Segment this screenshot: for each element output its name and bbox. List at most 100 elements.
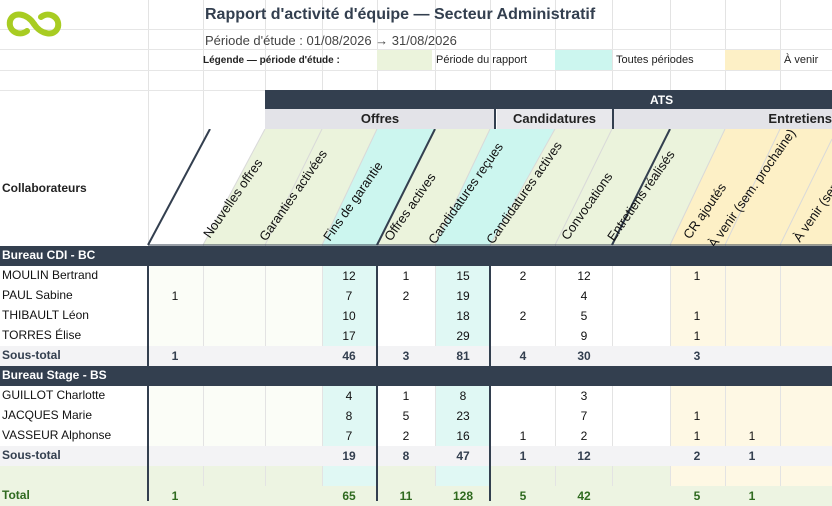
table-cell: 1	[748, 489, 756, 503]
table-cell: 10	[342, 309, 356, 323]
table-cell: 4	[345, 389, 353, 403]
table-cell: 2	[402, 429, 410, 443]
table-cell: 12	[577, 269, 591, 283]
table-cell: 1	[402, 389, 410, 403]
table-cell: 8	[345, 409, 353, 423]
table-row: TORRES Élise 17 29 9 1	[0, 326, 832, 346]
table-cell: 1	[693, 329, 701, 343]
column-separator	[147, 246, 149, 501]
table-cell: 1	[748, 429, 756, 443]
page-title: Rapport d'activité d'équipe — Secteur Ad…	[205, 6, 596, 23]
table-cell: 81	[456, 349, 470, 363]
table-cell: 2	[519, 269, 527, 283]
section-header: Bureau Stage - BS	[0, 366, 832, 386]
subtotal-row: Sous-total 19 8 47 1 12 2 1	[0, 446, 832, 466]
table-cell: 46	[342, 349, 356, 363]
group-header-offres: Offres	[265, 109, 495, 129]
logo-icon	[6, 11, 62, 37]
section-label: Bureau CDI - BC	[2, 248, 96, 262]
table-cell: 1	[519, 449, 527, 463]
table-cell: 17	[342, 329, 356, 343]
table-cell: 4	[519, 349, 527, 363]
table-cell: 12	[577, 449, 591, 463]
legend-text-toutes: Toutes périodes	[616, 54, 694, 66]
table-row: PAUL Sabine 1 7 2 19 4	[0, 286, 832, 306]
row-label: THIBAULT Léon	[2, 308, 89, 322]
table-cell: 7	[580, 409, 588, 423]
table-cell: 9	[580, 329, 588, 343]
table-cell: 19	[342, 449, 356, 463]
table-cell: 2	[519, 309, 527, 323]
table-cell: 23	[456, 409, 470, 423]
section-label: Bureau Stage - BS	[2, 368, 107, 382]
table-cell: 1	[748, 449, 756, 463]
table-cell: 1	[693, 309, 701, 323]
row-label: Total	[2, 488, 30, 502]
table-cell: 15	[456, 269, 470, 283]
table-cell: 1	[402, 269, 410, 283]
table-cell: 1	[171, 489, 179, 503]
table-row: JACQUES Marie 8 5 23 7 1	[0, 406, 832, 426]
table-cell: 1	[171, 289, 179, 303]
table-row: MOULIN Bertrand 12 1 15 2 12 1	[0, 266, 832, 286]
legend-swatch-yellow	[725, 50, 780, 70]
legend-swatch-teal	[555, 50, 612, 70]
row-header-collaborateurs: Collaborateurs	[2, 181, 87, 195]
table-cell: 11	[399, 489, 413, 503]
table-cell: 5	[519, 489, 527, 503]
table-cell: 1	[693, 269, 701, 283]
total-row: Total 1 65 11 128 5 42 5 1	[0, 486, 832, 506]
column-separator	[376, 246, 378, 501]
table-cell: 5	[693, 489, 701, 503]
row-label: PAUL Sabine	[2, 288, 73, 302]
table-cell: 1	[693, 409, 701, 423]
table-cell: 7	[345, 429, 353, 443]
legend-text-avenir: À venir	[784, 54, 819, 66]
row-label: JACQUES Marie	[2, 408, 93, 422]
table-cell: 3	[402, 349, 410, 363]
table-cell: 8	[459, 389, 467, 403]
table-cell: 3	[580, 389, 588, 403]
table-cell: 2	[402, 289, 410, 303]
diagonal-header-bg	[147, 129, 832, 246]
table-cell: 29	[456, 329, 470, 343]
row-label: MOULIN Bertrand	[2, 268, 99, 282]
group-header-entretiens: Entretiens	[614, 109, 832, 129]
table-row: GUILLOT Charlotte 4 1 8 3	[0, 386, 832, 406]
table-row: VASSEUR Alphonse 7 2 16 1 2 1 1	[0, 426, 832, 446]
legend-label: Légende — période d'étude :	[203, 55, 340, 66]
table-cell: 1	[693, 429, 701, 443]
table-cell: 30	[577, 349, 591, 363]
section-header: Bureau CDI - BC	[0, 246, 832, 266]
table-cell: 19	[456, 289, 470, 303]
table-cell: 5	[580, 309, 588, 323]
table-cell: 47	[456, 449, 470, 463]
table-cell: 3	[693, 349, 701, 363]
table-row: THIBAULT Léon 10 18 2 5 1	[0, 306, 832, 326]
row-label: Sous-total	[2, 448, 61, 462]
row-label: VASSEUR Alphonse	[2, 428, 112, 442]
table-cell: 2	[693, 449, 701, 463]
table-cell: 8	[402, 449, 410, 463]
table-cell: 7	[345, 289, 353, 303]
table-cell: 1	[519, 429, 527, 443]
legend-swatch-green	[377, 50, 432, 70]
legend-text-periode: Période du rapport	[436, 54, 528, 66]
table-cell: 42	[577, 489, 591, 503]
table-cell: 1	[171, 349, 179, 363]
table-cell: 2	[580, 429, 588, 443]
table-cell: 4	[580, 289, 588, 303]
row-label: Sous-total	[2, 348, 61, 362]
table-cell: 128	[452, 489, 474, 503]
table-cell: 65	[342, 489, 356, 503]
table-cell: 18	[456, 309, 470, 323]
row-label: TORRES Élise	[2, 328, 82, 342]
period-text: Période d'étude : 01/08/2026 → 31/08/202…	[205, 33, 457, 48]
group-header-candidatures: Candidatures	[497, 109, 612, 129]
row-label: GUILLOT Charlotte	[2, 388, 106, 402]
subtotal-row: Sous-total 1 46 3 81 4 30 3	[0, 346, 832, 366]
table-cell: 16	[456, 429, 470, 443]
column-separator	[489, 246, 491, 501]
group-label-ats: ATS	[650, 93, 674, 107]
table-cell: 12	[342, 269, 356, 283]
